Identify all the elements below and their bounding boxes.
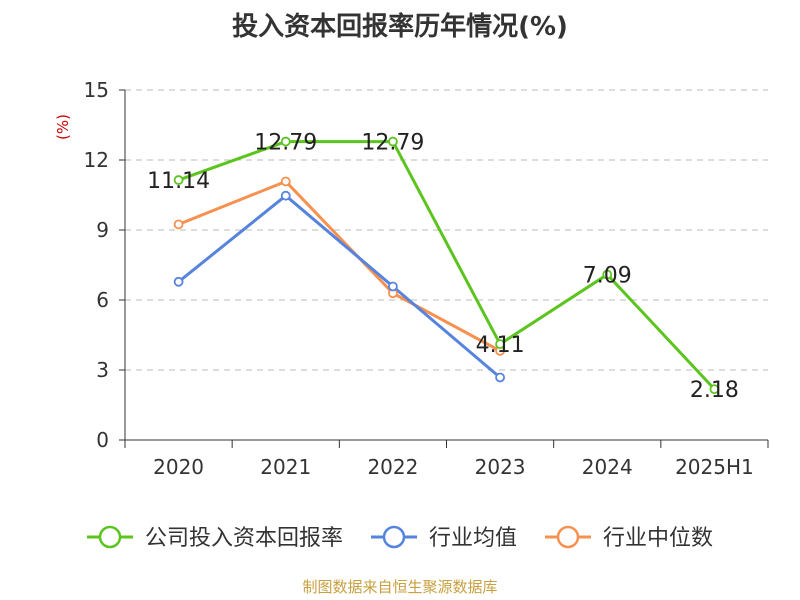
y-tick-label-15: 15 xyxy=(84,78,109,102)
data-point-1-3 xyxy=(495,372,505,383)
series-lines xyxy=(177,140,716,391)
data-label-3: 4.11 xyxy=(476,333,525,358)
legend-label-0: 公司投入资本回报率 xyxy=(145,526,343,551)
legend-label-2: 行业中位数 xyxy=(603,526,713,551)
y-axis-label: (%) xyxy=(54,114,72,140)
x-tick-label-2021: 2021 xyxy=(260,455,311,479)
legend-marker-1 xyxy=(382,525,406,549)
legend-label-1: 行业均值 xyxy=(429,526,517,551)
data-point-2-0 xyxy=(173,219,184,230)
data-labels: 11.14 12.79 12.79 4.11 7.09 2.18 xyxy=(147,131,739,404)
data-point-0-5 xyxy=(709,384,720,395)
x-tick-label-2023: 2023 xyxy=(475,455,526,479)
data-point-0-0 xyxy=(173,175,184,185)
x-tick-label-2025H1: 2025H1 xyxy=(675,455,754,479)
series-line-1 xyxy=(177,194,502,379)
data-label-0: 11.14 xyxy=(147,169,210,194)
data-point-2-1 xyxy=(280,176,291,187)
y-tick-label-12: 12 xyxy=(84,148,109,172)
x-tick-label-2020: 2020 xyxy=(153,455,204,479)
series-line-2 xyxy=(178,179,501,353)
y-tick-label-0: 0 xyxy=(96,428,109,452)
axes: 0 3 6 9 12 15 2020 2021 2022 2023 2024 2025H1 (%) xyxy=(54,78,769,479)
y-tick-label-9: 9 xyxy=(96,218,109,242)
data-point-0-2 xyxy=(388,136,398,147)
data-point-0-4 xyxy=(602,269,613,280)
source-note: 制图数据来自恒生聚源数据库 xyxy=(302,578,498,596)
series-points xyxy=(173,136,720,395)
data-label-4: 7.09 xyxy=(583,264,632,289)
series-line-0 xyxy=(178,140,716,391)
data-point-1-2 xyxy=(388,281,398,292)
legend: 公司投入资本回报率 行业均值 行业中位数 xyxy=(87,525,713,551)
data-point-1-1 xyxy=(280,190,291,201)
data-label-5: 2.18 xyxy=(690,378,739,403)
data-point-0-3 xyxy=(495,339,505,350)
legend-marker-0 xyxy=(98,525,122,549)
grid-lines xyxy=(125,89,768,371)
data-label-2: 12.79 xyxy=(361,131,424,156)
data-point-0-1 xyxy=(280,136,291,147)
x-tick-label-2022: 2022 xyxy=(367,455,418,479)
data-label-1: 12.79 xyxy=(254,131,317,156)
data-point-1-0 xyxy=(173,276,184,287)
y-tick-label-6: 6 xyxy=(96,288,109,312)
chart-title: 投入资本回报率历年情况(%) xyxy=(232,12,568,42)
y-tick-label-3: 3 xyxy=(96,358,109,382)
legend-marker-2 xyxy=(556,525,580,549)
x-tick-label-2024: 2024 xyxy=(582,455,633,479)
